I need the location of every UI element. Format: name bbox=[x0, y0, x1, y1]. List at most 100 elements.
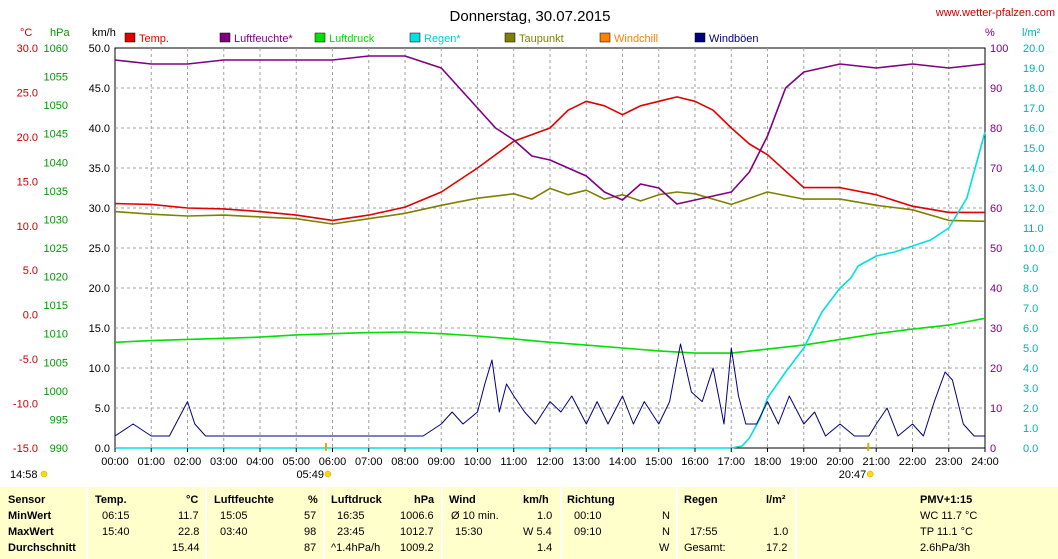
legend-swatch-windchill bbox=[599, 32, 611, 43]
tick-label-temp: 15.0 bbox=[17, 176, 38, 188]
x-tick-label: 05:00 bbox=[282, 456, 310, 468]
row-avg-rain-val: 17.2 bbox=[766, 542, 788, 554]
tick-label-rain: 12.0 bbox=[1023, 203, 1044, 215]
series-layer bbox=[114, 55, 986, 449]
row-min-hum-val: 57 bbox=[304, 510, 317, 522]
tick-label-humidity: 40 bbox=[990, 283, 1002, 295]
tick-label-pressure: 1060 bbox=[44, 43, 68, 55]
tick-label-pressure: 990 bbox=[50, 443, 68, 455]
tick-label-pressure: 1030 bbox=[44, 214, 68, 226]
x-tick-label: 11:00 bbox=[500, 456, 527, 468]
legend-swatch-rain bbox=[409, 32, 421, 43]
x-tick-label: 22:00 bbox=[899, 456, 927, 468]
tick-label-rain: 2.0 bbox=[1023, 403, 1038, 415]
tick-label-humidity: 30 bbox=[990, 323, 1002, 335]
tick-label-wind: 15.0 bbox=[89, 323, 110, 335]
tick-label-temp: 5.0 bbox=[23, 265, 38, 277]
tick-label-rain: 9.0 bbox=[1023, 263, 1038, 275]
x-tick-label: 08:00 bbox=[391, 456, 419, 468]
x-tick-label: 13:00 bbox=[572, 456, 600, 468]
x-tick-label: 03:00 bbox=[210, 456, 238, 468]
tick-label-pressure: 1040 bbox=[44, 157, 68, 169]
tick-label-rain: 4.0 bbox=[1023, 363, 1038, 375]
col-temp: Temp. bbox=[95, 494, 127, 506]
tick-label-temp: 0.0 bbox=[23, 310, 38, 322]
row-min-temp-time: 06:15 bbox=[102, 510, 130, 522]
row-max-press-val: 1012.7 bbox=[400, 526, 434, 538]
series-line-temp bbox=[114, 96, 985, 222]
source-link[interactable]: www.wetter-pfalzen.com bbox=[935, 7, 1055, 19]
tick-label-pressure: 995 bbox=[50, 414, 68, 426]
row-max-press-time: 23:45 bbox=[337, 526, 365, 538]
tick-label-wind: 5.0 bbox=[95, 403, 110, 415]
tick-label-pressure: 1050 bbox=[44, 100, 68, 112]
series-line-rain bbox=[115, 131, 986, 449]
stats-table: Sensor Temp. °C Luftfeuchte % Luftdruck … bbox=[0, 487, 1058, 559]
row-min-pmv: WC 11.7 °C bbox=[920, 510, 978, 522]
tick-label-rain: 5.0 bbox=[1023, 343, 1038, 355]
tick-label-humidity: 10 bbox=[990, 403, 1002, 415]
row-min-wind-val: 1.0 bbox=[537, 510, 553, 522]
legend-label-dewpoint: Taupunkt bbox=[519, 33, 564, 45]
row-max-temp-val: 22.8 bbox=[178, 526, 200, 538]
x-tick-label: 14:00 bbox=[609, 456, 637, 468]
row-min-dir: N bbox=[662, 510, 670, 522]
tick-label-rain: 3.0 bbox=[1023, 383, 1038, 395]
tick-label-rain: 10.0 bbox=[1023, 243, 1044, 255]
tick-label-pressure: 1055 bbox=[44, 72, 68, 84]
legend-swatch-pressure bbox=[314, 32, 326, 43]
row-min-label: MinWert bbox=[8, 510, 52, 522]
tick-label-rain: 20.0 bbox=[1023, 43, 1044, 55]
x-tick-label: 21:00 bbox=[862, 456, 890, 468]
row-max-temp-time: 15:40 bbox=[102, 526, 130, 538]
row-avg-press-trend: ^1.4hPa/h bbox=[331, 542, 381, 554]
x-tick-label: 09:00 bbox=[427, 456, 455, 468]
tick-label-pressure: 1020 bbox=[44, 272, 68, 284]
x-tick-label: 18:00 bbox=[754, 456, 782, 468]
tick-label-humidity: 90 bbox=[990, 83, 1002, 95]
tick-label-pressure: 1010 bbox=[44, 329, 68, 341]
tick-label-humidity: 70 bbox=[990, 163, 1002, 175]
col-pmv: PMV+1:15 bbox=[920, 494, 973, 506]
tick-label-rain: 19.0 bbox=[1023, 63, 1044, 75]
x-tick-label: 20:00 bbox=[826, 456, 854, 468]
x-tick-label: 07:00 bbox=[355, 456, 383, 468]
col-pressure: Luftdruck bbox=[331, 494, 382, 506]
grid-lines bbox=[115, 48, 985, 448]
x-tick-label: 17:00 bbox=[717, 456, 745, 468]
tick-label-rain: 11.0 bbox=[1023, 223, 1044, 235]
axis-unit-humidity: % bbox=[985, 27, 995, 39]
legend-label-humidity: Luftfeuchte* bbox=[234, 33, 293, 45]
row-max-hum-val: 98 bbox=[304, 526, 317, 538]
row-max-rain-time: 17:55 bbox=[690, 526, 718, 538]
tick-label-pressure: 1045 bbox=[44, 129, 68, 141]
legend: Temp. Luftfeuchte* Luftdruck Regen* Taupunkt… bbox=[124, 32, 759, 45]
col-direction: Richtung bbox=[567, 494, 615, 506]
col-wind: Wind bbox=[449, 494, 476, 506]
col-sensor: Sensor bbox=[8, 494, 46, 506]
row-min-press-val: 1006.6 bbox=[400, 510, 434, 522]
tick-label-humidity: 20 bbox=[990, 363, 1002, 375]
axis-unit-temp: °C bbox=[20, 27, 32, 39]
row-max-label: MaxWert bbox=[8, 526, 54, 538]
row-max-dir-time: 09:10 bbox=[574, 526, 602, 538]
legend-label-gusts: Windböen bbox=[709, 33, 759, 45]
row-min-dir-time: 00:10 bbox=[574, 510, 602, 522]
sunshine-duration: 14:58 bbox=[10, 469, 38, 481]
tick-label-temp: -15.0 bbox=[13, 443, 38, 455]
tick-label-pressure: 1000 bbox=[44, 386, 68, 398]
row-avg-hum-val: 87 bbox=[304, 542, 317, 554]
row-min-wind-label: Ø 10 min. bbox=[451, 510, 499, 522]
sun-marker-label: 05:49 bbox=[296, 469, 324, 481]
row-avg-dir: W bbox=[659, 542, 670, 554]
row-avg-wind-val: 1.4 bbox=[537, 542, 553, 554]
axis-unit-wind: km/h bbox=[92, 27, 116, 39]
row-avg-label: Durchschnitt bbox=[8, 542, 76, 554]
row-max-hum-time: 03:40 bbox=[220, 526, 248, 538]
tick-label-rain: 6.0 bbox=[1023, 323, 1038, 335]
tick-label-rain: 16.0 bbox=[1023, 123, 1044, 135]
sun-marker-icon bbox=[867, 470, 874, 478]
col-rain: Regen bbox=[684, 494, 718, 506]
x-tick-label: 16:00 bbox=[681, 456, 709, 468]
series-line-pressure bbox=[114, 317, 986, 354]
